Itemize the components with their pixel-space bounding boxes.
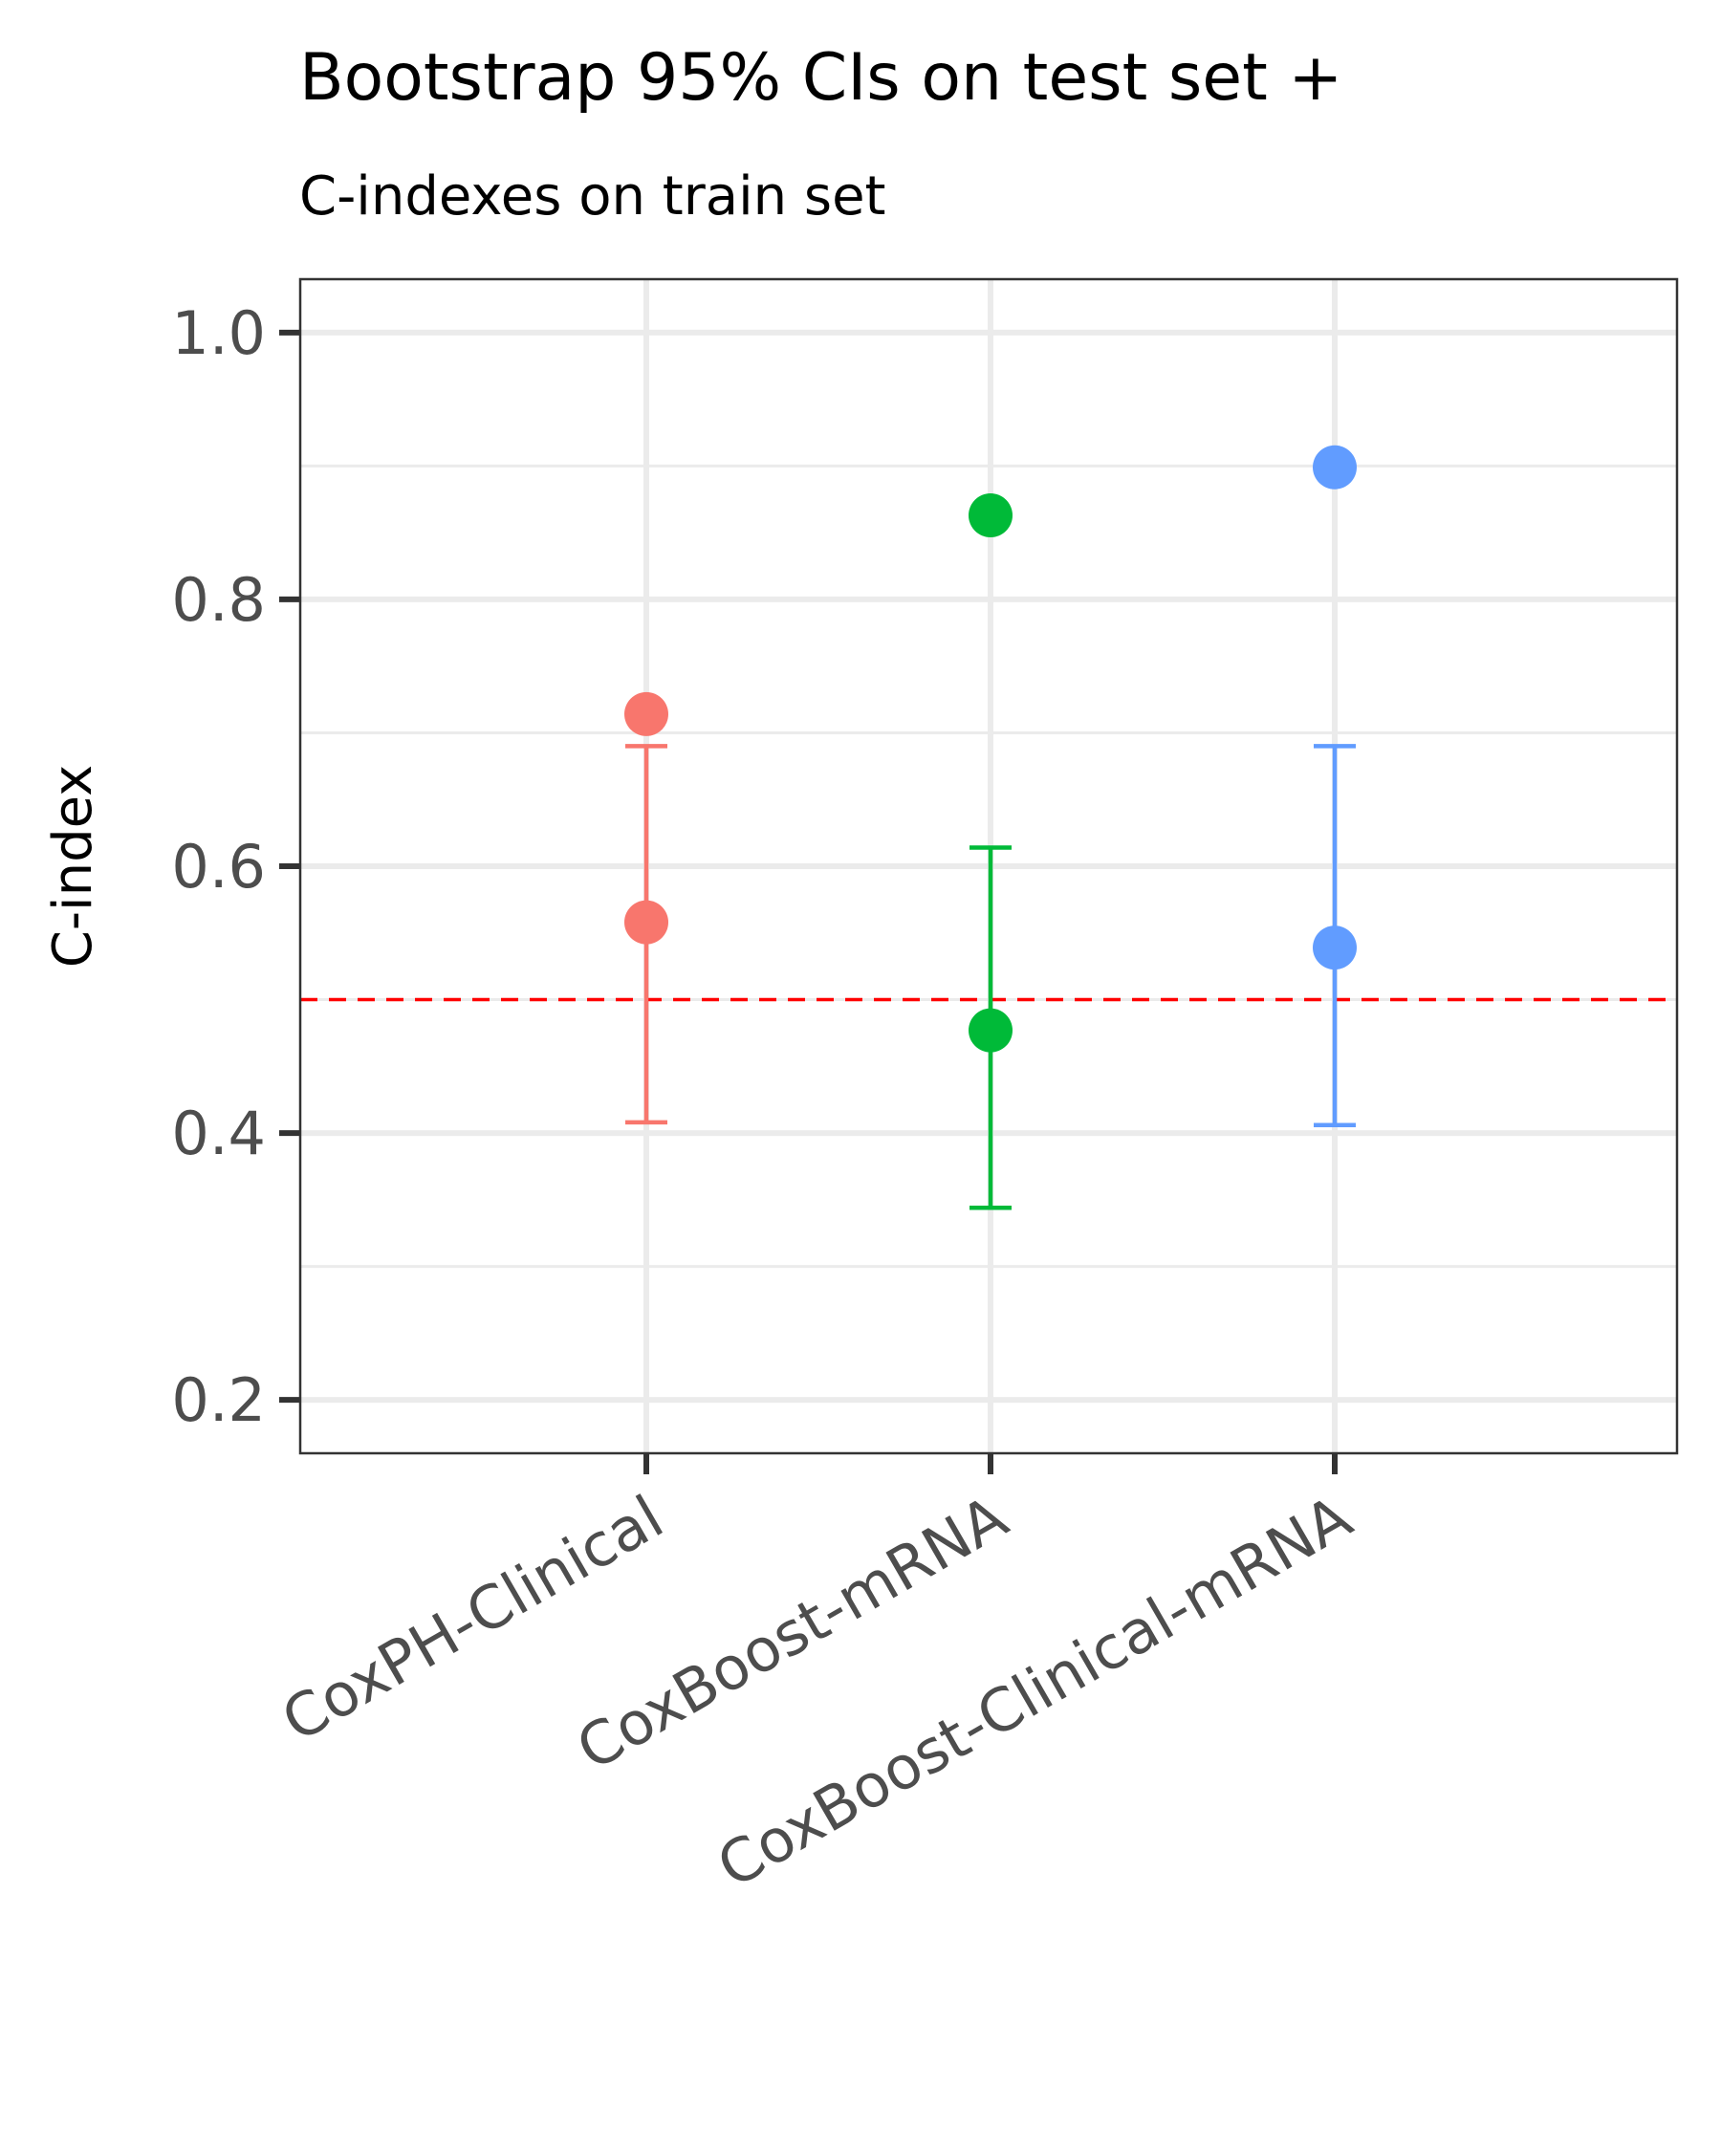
y-axis-label: C-index [42,765,104,969]
x-axis: CoxPH-ClinicalCoxBoost-mRNACoxBoost-Clin… [271,1453,1363,1902]
train-point [969,492,1013,537]
train-point [1313,445,1357,490]
x-tick-label: CoxBoost-Clinical-mRNA [706,1482,1362,1902]
y-tick-label: 0.4 [171,1099,266,1168]
data-marks [624,445,1357,1210]
chart-title: Bootstrap 95% CIs on test set + [299,40,1342,116]
y-axis: 0.2 0.4 0.6 0.8 1.0 [171,298,300,1435]
y-tick-label: 0.8 [171,565,266,635]
y-tick-label: 1.0 [171,298,266,368]
test-point [624,900,668,945]
test-point [969,1008,1013,1053]
y-tick-label: 0.2 [171,1365,266,1435]
y-tick-label: 0.6 [171,832,266,902]
chart-subtitle: C-indexes on train set [299,165,886,228]
test-point [1313,926,1357,970]
train-point [624,691,668,736]
